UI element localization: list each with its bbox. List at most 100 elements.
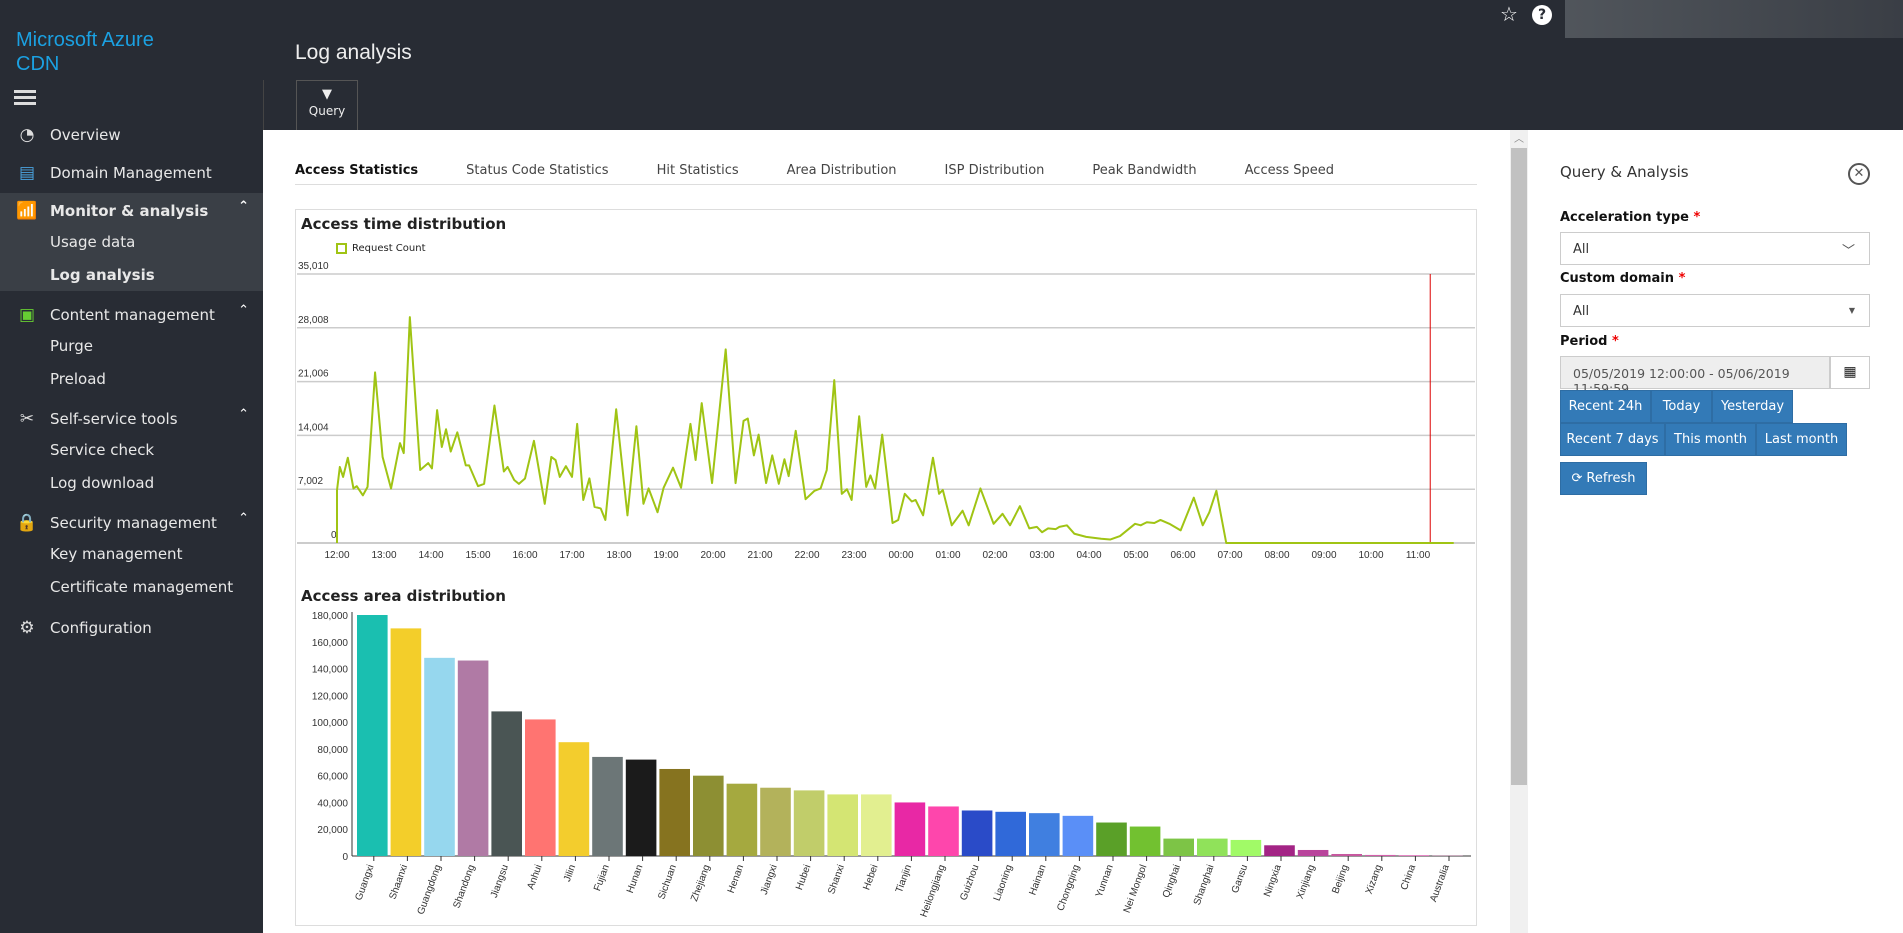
tab-status-code-statistics[interactable]: Status Code Statistics bbox=[466, 163, 609, 178]
x-tick-label: Henan bbox=[726, 863, 746, 894]
y-tick-label: 20,000 bbox=[317, 825, 348, 836]
sidebar-item-log-download[interactable]: Log download bbox=[50, 474, 155, 492]
bar-guizhou bbox=[961, 810, 993, 856]
tab-isp-distribution[interactable]: ISP Distribution bbox=[944, 163, 1045, 178]
bar-chart-title: Access area distribution bbox=[301, 587, 506, 605]
sidebar-item-purge[interactable]: Purge bbox=[50, 337, 93, 355]
x-tick-label: 16:00 bbox=[512, 550, 537, 561]
x-tick-label: Heilongjiang bbox=[919, 863, 948, 918]
header-help-icon[interactable]: ? bbox=[1532, 5, 1552, 25]
tools-icon: ✂ bbox=[19, 409, 35, 429]
x-tick-label: 08:00 bbox=[1264, 550, 1289, 561]
line-chart-legend[interactable]: Request Count bbox=[336, 243, 426, 254]
x-tick-label: Xinjiang bbox=[1295, 863, 1318, 900]
x-tick-label: Yunnan bbox=[1094, 863, 1116, 899]
yesterday-button[interactable]: Yesterday bbox=[1712, 390, 1793, 423]
recent-7-days-button[interactable]: Recent 7 days bbox=[1560, 423, 1665, 456]
bar-china bbox=[1398, 855, 1430, 856]
this-month-button[interactable]: This month bbox=[1665, 423, 1756, 456]
bar-hubei bbox=[793, 790, 825, 856]
tab-peak-bandwidth[interactable]: Peak Bandwidth bbox=[1092, 163, 1197, 178]
chart-icon: 📶 bbox=[16, 201, 38, 221]
chevron-up-icon[interactable]: ⌃ bbox=[238, 303, 249, 318]
sidebar-item-service-check[interactable]: Service check bbox=[50, 441, 155, 459]
today-button[interactable]: Today bbox=[1651, 390, 1712, 423]
bar-fujian bbox=[592, 756, 623, 856]
x-tick-label: 17:00 bbox=[559, 550, 584, 561]
x-tick-label: Nei Mongol bbox=[1122, 863, 1150, 914]
acceleration-type-select[interactable]: All ﹀ bbox=[1560, 232, 1870, 265]
tab-area-distribution[interactable]: Area Distribution bbox=[786, 163, 897, 178]
x-tick-label: Jilin bbox=[562, 863, 578, 883]
x-tick-label: Fujian bbox=[592, 863, 612, 892]
tab-access-statistics[interactable]: Access Statistics bbox=[295, 163, 419, 178]
x-tick-label: 11:00 bbox=[1406, 550, 1431, 561]
x-tick-label: 00:00 bbox=[888, 550, 913, 561]
bar-shanxi bbox=[827, 794, 858, 856]
sidebar-item-overview[interactable]: ◔ Overview bbox=[0, 121, 263, 149]
divider bbox=[263, 80, 264, 130]
query-panel: Query & Analysis ✕ Acceleration type * A… bbox=[1528, 130, 1903, 933]
bar-liaoning bbox=[995, 811, 1026, 856]
bar-zhejiang bbox=[693, 775, 724, 856]
bar-sichuan bbox=[659, 768, 690, 856]
hamburger-menu-icon[interactable] bbox=[14, 90, 36, 105]
refresh-button[interactable]: ⟳ Refresh bbox=[1560, 462, 1647, 495]
bar-anhui bbox=[525, 719, 556, 856]
sidebar-item-certificate-management[interactable]: Certificate management bbox=[50, 578, 234, 596]
chevron-up-icon[interactable]: ⌃ bbox=[238, 511, 249, 526]
sidebar-item-log-analysis[interactable]: Log analysis bbox=[50, 266, 155, 284]
y-tick-label: 28,008 bbox=[298, 315, 329, 326]
line-chart-title: Access time distribution bbox=[301, 215, 507, 233]
sidebar-item-usage-data[interactable]: Usage data bbox=[50, 233, 136, 251]
query-label: Query bbox=[308, 104, 346, 118]
y-tick-label: 0 bbox=[331, 530, 337, 541]
sidebar-item-key-management[interactable]: Key management bbox=[50, 545, 183, 563]
bar-gansu bbox=[1230, 839, 1262, 856]
bar-nei-mongol bbox=[1129, 826, 1161, 856]
x-tick-label: 02:00 bbox=[982, 550, 1007, 561]
lock-icon: 🔒 bbox=[16, 513, 38, 533]
custom-domain-select[interactable]: All ▼ bbox=[1560, 294, 1870, 327]
query-button[interactable]: ▼ Query bbox=[296, 80, 358, 130]
x-tick-label: 04:00 bbox=[1076, 550, 1101, 561]
refresh-label: Refresh bbox=[1586, 471, 1636, 486]
scroll-up-icon[interactable]: ︿ bbox=[1514, 134, 1524, 145]
x-tick-label: 22:00 bbox=[794, 550, 819, 561]
gauge-icon: ◔ bbox=[19, 125, 35, 145]
close-icon[interactable]: ✕ bbox=[1848, 163, 1870, 185]
tab-hit-statistics[interactable]: Hit Statistics bbox=[656, 163, 739, 178]
tab-access-speed[interactable]: Access Speed bbox=[1244, 163, 1335, 178]
x-tick-label: 12:00 bbox=[324, 550, 349, 561]
sidebar-item-content-management[interactable]: ▣ Content management ⌃ bbox=[0, 301, 263, 329]
chevron-up-icon[interactable]: ⌃ bbox=[238, 407, 249, 422]
sidebar-item-configuration[interactable]: ⚙ Configuration bbox=[0, 614, 263, 642]
bar-beijing bbox=[1331, 853, 1362, 856]
scrollbar-thumb[interactable] bbox=[1511, 148, 1527, 785]
x-tick-label: 14:00 bbox=[418, 550, 443, 561]
bar-shanghai bbox=[1197, 838, 1228, 856]
sidebar-item-domain-management[interactable]: ▤ Domain Management bbox=[0, 159, 263, 187]
last-month-button[interactable]: Last month bbox=[1756, 423, 1847, 456]
period-input[interactable]: 05/05/2019 12:00:00 - 05/06/2019 11:59:5… bbox=[1560, 356, 1830, 396]
x-tick-label: 06:00 bbox=[1170, 550, 1195, 561]
period-label: Period * bbox=[1560, 334, 1619, 349]
account-area-blurred[interactable] bbox=[1565, 0, 1903, 38]
sidebar: Microsoft Azure CDN ◔ Overview ▤ Domain Ma… bbox=[0, 0, 263, 933]
label: Configuration bbox=[50, 619, 152, 637]
bar-heilongjiang bbox=[928, 806, 959, 856]
sidebar-item-monitor-analysis[interactable]: 📶 Monitor & analysis ⌃ bbox=[0, 197, 263, 225]
recent-24h-button[interactable]: Recent 24h bbox=[1560, 390, 1651, 423]
label: Content management bbox=[50, 306, 215, 324]
x-tick-label: 03:00 bbox=[1029, 550, 1054, 561]
sidebar-item-self-service-tools[interactable]: ✂ Self-service tools ⌃ bbox=[0, 405, 263, 433]
header-star-icon[interactable]: ☆ bbox=[1500, 2, 1518, 26]
refresh-icon: ⟳ bbox=[1571, 471, 1583, 486]
y-tick-label: 40,000 bbox=[317, 798, 348, 809]
calendar-icon[interactable]: ▦ bbox=[1830, 356, 1870, 389]
sidebar-item-security-management[interactable]: 🔒 Security management ⌃ bbox=[0, 509, 263, 537]
bar-hainan bbox=[1029, 813, 1060, 856]
chevron-up-icon[interactable]: ⌃ bbox=[238, 199, 249, 214]
sidebar-item-preload[interactable]: Preload bbox=[50, 370, 106, 388]
